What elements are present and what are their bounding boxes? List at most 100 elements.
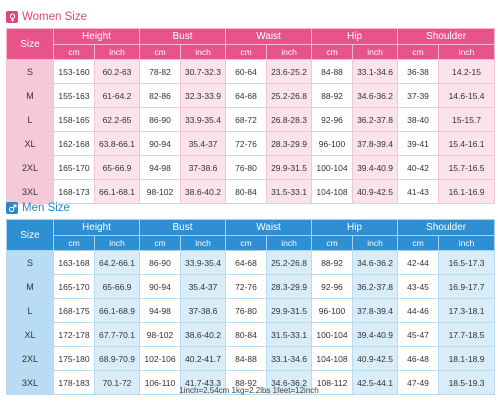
table-cell: 80-84 (225, 179, 268, 204)
table-cell: 16.9-17.7 (438, 274, 496, 299)
table-cell: 165-170 (53, 274, 95, 299)
table-cell: 36.2-37.8 (352, 274, 399, 299)
table-cell: 42.5-44.1 (352, 370, 399, 395)
men-unit-inch: inch (94, 235, 140, 251)
table-cell: 25.2-26.8 (266, 83, 313, 108)
table-cell: 94-98 (139, 298, 181, 323)
table-cell: 25.2-26.8 (266, 250, 313, 275)
table-row: 3XL 168-173 66.1-68.1 98-102 38.6-40.2 80-84 3… (6, 179, 496, 204)
table-cell: 34.6-36.2 (266, 370, 313, 395)
women-unit-cm: cm (139, 44, 181, 60)
table-cell: 36-38 (397, 59, 440, 84)
table-cell: 33.1-34.6 (352, 59, 399, 84)
table-cell: 104-108 (311, 179, 354, 204)
men-size-column-header: Size (6, 219, 54, 251)
size-cell: S (6, 59, 54, 84)
size-cell: 3XL (6, 179, 54, 204)
table-cell: 34.6-36.2 (352, 83, 399, 108)
men-unit-cm: cm (311, 235, 354, 251)
table-cell: 86-90 (139, 250, 181, 275)
table-cell: 33.1-34.6 (266, 346, 313, 371)
men-group-header-row: Size Height Bust Waist Hip Shoulder (6, 219, 496, 251)
women-unit-header-row: cm inch cm inch cm inch cm inch cm inch (7, 44, 496, 60)
size-cell: XL (6, 131, 54, 156)
table-cell: 102-106 (139, 346, 181, 371)
women-table-body: S 153-160 60.2-63 78-82 30.7-32.3 60-64 23.6-2… (6, 59, 496, 204)
table-row: S 153-160 60.2-63 78-82 30.7-32.3 60-64 23.6-2… (6, 59, 496, 84)
women-unit-inch: inch (438, 44, 496, 60)
table-cell: 65-66.9 (94, 155, 140, 180)
men-size-table: Size Height Bust Waist Hip Shoulder cm i… (6, 219, 496, 395)
table-cell: 98-102 (139, 322, 181, 347)
table-row: S 163-168 64.2-66.1 86-90 33.9-35.4 64-68 25.2… (6, 250, 496, 275)
table-cell: 66.1-68.1 (94, 179, 140, 204)
women-header-bust: Bust (138, 28, 227, 45)
table-cell: 80-84 (225, 322, 268, 347)
table-cell: 153-160 (53, 59, 95, 84)
size-cell: XL (6, 322, 54, 347)
size-cell: L (6, 107, 54, 132)
table-cell: 45-47 (397, 322, 440, 347)
table-cell: 14.2-15 (438, 59, 496, 84)
table-cell: 31.5-33.1 (266, 322, 313, 347)
table-cell: 60-64 (225, 59, 268, 84)
women-group-header-row: Size Height Bust Waist Hip Shoulder (6, 28, 496, 60)
table-cell: 165-170 (53, 155, 95, 180)
table-cell: 16.1-16.9 (438, 179, 496, 204)
men-size-title: Men Size (6, 198, 70, 218)
men-unit-cm: cm (397, 235, 440, 251)
table-row: XL 162-168 63.8-66.1 90-94 35.4-37 72-76 28.3-… (6, 131, 496, 156)
table-cell: 90-94 (139, 131, 181, 156)
table-cell: 92-96 (311, 107, 354, 132)
table-cell: 96-100 (311, 131, 354, 156)
table-cell: 72-76 (225, 274, 268, 299)
table-cell: 39.4-40.9 (352, 322, 399, 347)
table-cell: 38-40 (397, 107, 440, 132)
table-row: M 155-163 61-64.2 82-86 32.3-33.9 64-68 25.2-2… (6, 83, 496, 108)
table-cell: 30.7-32.3 (179, 59, 227, 84)
table-cell: 16.5-17.3 (438, 250, 496, 275)
table-cell: 42-44 (397, 250, 440, 275)
men-header-bust: Bust (138, 219, 227, 236)
table-cell: 17.7-18.5 (438, 322, 496, 347)
table-cell: 15.7-16.5 (438, 155, 496, 180)
table-cell: 96-100 (311, 298, 354, 323)
table-cell: 36.2-37.8 (352, 107, 399, 132)
table-cell: 68.9-70.9 (94, 346, 140, 371)
table-cell: 88-92 (311, 250, 354, 275)
women-size-title-text: Women Size (22, 11, 87, 23)
table-row: M 165-170 65-66.9 90-94 35.4-37 72-76 28.3-29.… (6, 274, 496, 299)
table-cell: 90-94 (139, 274, 181, 299)
table-cell: 29.9-31.5 (266, 298, 313, 323)
women-header-hip: Hip (311, 28, 399, 45)
table-cell: 37-38.6 (179, 298, 227, 323)
table-row: XL 172-178 67.7-70.1 98-102 38.6-40.2 80-84 31… (6, 322, 496, 347)
men-unit-inch: inch (266, 235, 313, 251)
size-cell: M (6, 274, 54, 299)
table-cell: 41.7-43.3 (179, 370, 227, 395)
table-cell: 17.3-18.1 (438, 298, 496, 323)
table-cell: 72-76 (225, 131, 268, 156)
size-cell: 2XL (6, 155, 54, 180)
table-cell: 70.1-72 (94, 370, 140, 395)
table-cell: 40.2-41.7 (179, 346, 227, 371)
table-cell: 23.6-25.2 (266, 59, 313, 84)
table-cell: 172-178 (53, 322, 95, 347)
table-cell: 100-104 (311, 155, 354, 180)
men-unit-cm: cm (53, 235, 95, 251)
table-cell: 168-173 (53, 179, 95, 204)
women-header-height: Height (53, 28, 140, 45)
table-cell: 33.9-35.4 (179, 107, 227, 132)
table-cell: 39-41 (397, 131, 440, 156)
table-cell: 63.8-66.1 (94, 131, 140, 156)
table-cell: 66.1-68.9 (94, 298, 140, 323)
table-cell: 40.9-42.5 (352, 179, 399, 204)
women-header-shoulder: Shoulder (397, 28, 496, 45)
women-unit-inch: inch (352, 44, 399, 60)
table-cell: 76-80 (225, 155, 268, 180)
table-cell: 104-108 (311, 346, 354, 371)
table-cell: 78-82 (139, 59, 181, 84)
table-cell: 40.9-42.5 (352, 346, 399, 371)
women-size-column-header: Size (6, 28, 54, 60)
table-row: L 168-175 66.1-68.9 94-98 37-38.6 76-80 29.9-3… (6, 298, 496, 323)
